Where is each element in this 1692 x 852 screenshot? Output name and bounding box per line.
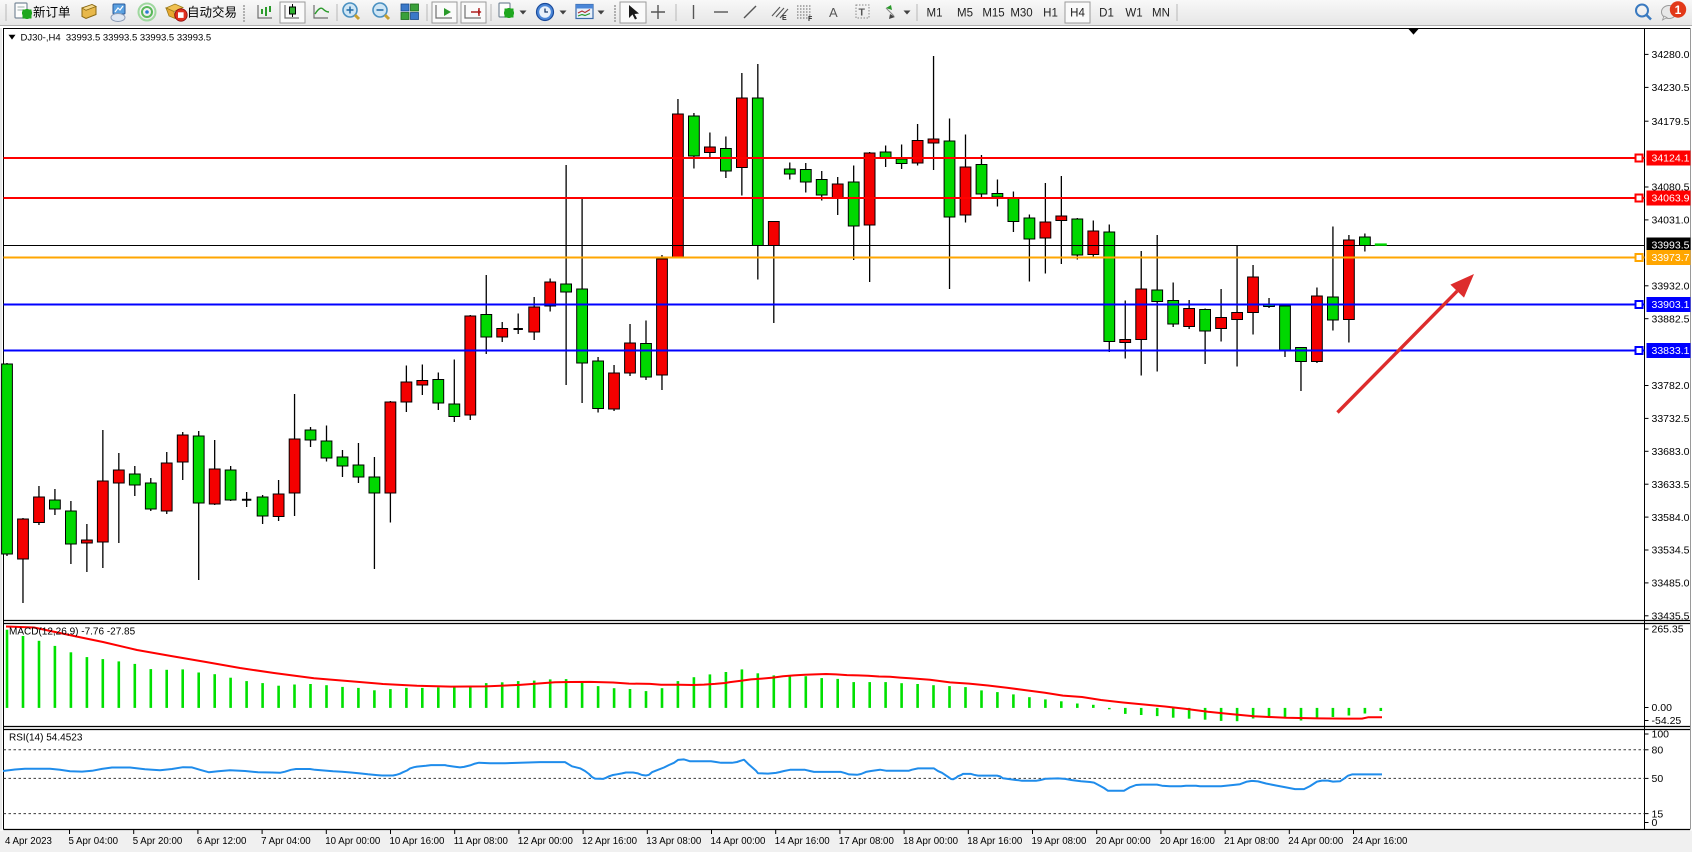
- svg-text:21 Apr 08:00: 21 Apr 08:00: [1224, 836, 1280, 847]
- svg-text:1: 1: [1675, 3, 1682, 17]
- svg-text:MN: MN: [1152, 8, 1170, 20]
- svg-text:34179.5: 34179.5: [1652, 116, 1690, 128]
- svg-text:12 Apr 00:00: 12 Apr 00:00: [518, 836, 574, 847]
- svg-text:50: 50: [1652, 773, 1664, 785]
- svg-text:4 Apr 2023: 4 Apr 2023: [5, 836, 52, 847]
- svg-text:33903.1: 33903.1: [1652, 299, 1690, 311]
- svg-text:15: 15: [1652, 808, 1664, 820]
- svg-text:W1: W1: [1125, 8, 1142, 20]
- svg-text:33993.5: 33993.5: [1652, 240, 1690, 252]
- svg-text:6 Apr 12:00: 6 Apr 12:00: [197, 836, 247, 847]
- svg-text:34031.0: 34031.0: [1652, 215, 1690, 227]
- svg-text:13 Apr 08:00: 13 Apr 08:00: [646, 836, 702, 847]
- svg-text:34280.0: 34280.0: [1652, 49, 1690, 61]
- svg-text:12 Apr 16:00: 12 Apr 16:00: [582, 836, 638, 847]
- svg-text:33882.5: 33882.5: [1652, 313, 1690, 325]
- svg-text:33534.5: 33534.5: [1652, 545, 1690, 557]
- svg-text:33973.7: 33973.7: [1652, 252, 1690, 264]
- svg-text:33782.0: 33782.0: [1652, 380, 1690, 392]
- svg-text:34063.9: 34063.9: [1652, 193, 1690, 205]
- svg-text:265.35: 265.35: [1652, 624, 1684, 636]
- svg-text:33932.0: 33932.0: [1652, 281, 1690, 293]
- svg-text:33683.0: 33683.0: [1652, 446, 1690, 458]
- svg-text:20 Apr 00:00: 20 Apr 00:00: [1096, 836, 1152, 847]
- svg-text:20 Apr 16:00: 20 Apr 16:00: [1160, 836, 1216, 847]
- svg-text:14 Apr 00:00: 14 Apr 00:00: [711, 836, 767, 847]
- svg-text:M30: M30: [1010, 8, 1032, 20]
- svg-text:H1: H1: [1043, 8, 1058, 20]
- svg-text:24 Apr 16:00: 24 Apr 16:00: [1353, 836, 1409, 847]
- svg-text:33584.0: 33584.0: [1652, 512, 1690, 524]
- svg-text:-54.25: -54.25: [1652, 715, 1682, 727]
- svg-text:0: 0: [1652, 817, 1658, 829]
- svg-text:T: T: [859, 7, 866, 19]
- svg-text:33435.5: 33435.5: [1652, 611, 1690, 623]
- svg-text:5 Apr 04:00: 5 Apr 04:00: [69, 836, 119, 847]
- svg-text:10 Apr 00:00: 10 Apr 00:00: [325, 836, 381, 847]
- svg-text:18 Apr 16:00: 18 Apr 16:00: [967, 836, 1023, 847]
- svg-text:100: 100: [1652, 729, 1670, 741]
- svg-text:33833.1: 33833.1: [1652, 345, 1690, 357]
- svg-text:M5: M5: [957, 8, 973, 20]
- svg-text:34230.5: 34230.5: [1652, 82, 1690, 94]
- svg-text:自动交易: 自动交易: [187, 5, 237, 20]
- svg-text:34124.1: 34124.1: [1652, 153, 1690, 165]
- svg-text:F: F: [808, 16, 813, 23]
- svg-text:14 Apr 16:00: 14 Apr 16:00: [775, 836, 831, 847]
- svg-text:10 Apr 16:00: 10 Apr 16:00: [390, 836, 446, 847]
- svg-text:0.00: 0.00: [1652, 702, 1673, 714]
- svg-text:33485.0: 33485.0: [1652, 578, 1690, 590]
- svg-text:19 Apr 08:00: 19 Apr 08:00: [1032, 836, 1088, 847]
- svg-text:E: E: [782, 15, 787, 22]
- svg-text:33732.5: 33732.5: [1652, 413, 1690, 425]
- svg-text:18 Apr 00:00: 18 Apr 00:00: [903, 836, 959, 847]
- svg-text:33633.5: 33633.5: [1652, 479, 1690, 491]
- svg-text:MACD(12,26,9) -7.76 -27.85: MACD(12,26,9) -7.76 -27.85: [9, 627, 136, 638]
- svg-text:80: 80: [1652, 745, 1664, 757]
- svg-text:M15: M15: [982, 8, 1004, 20]
- svg-text:D1: D1: [1099, 8, 1114, 20]
- svg-text:H4: H4: [1070, 8, 1085, 20]
- svg-text:A: A: [829, 5, 838, 20]
- svg-text:11 Apr 08:00: 11 Apr 08:00: [454, 836, 509, 847]
- svg-text:7 Apr 04:00: 7 Apr 04:00: [261, 836, 311, 847]
- svg-text:24 Apr 00:00: 24 Apr 00:00: [1288, 836, 1344, 847]
- svg-text:M1: M1: [927, 8, 943, 20]
- svg-text:17 Apr 08:00: 17 Apr 08:00: [839, 836, 895, 847]
- svg-text:RSI(14) 54.4523: RSI(14) 54.4523: [9, 733, 83, 744]
- svg-text:DJ30-,H4 33993.5 33993.5 3399: DJ30-,H4 33993.5 33993.5 33993.5 33993.5: [21, 33, 212, 44]
- svg-text:5 Apr 20:00: 5 Apr 20:00: [133, 836, 183, 847]
- svg-text:新订单: 新订单: [33, 5, 71, 20]
